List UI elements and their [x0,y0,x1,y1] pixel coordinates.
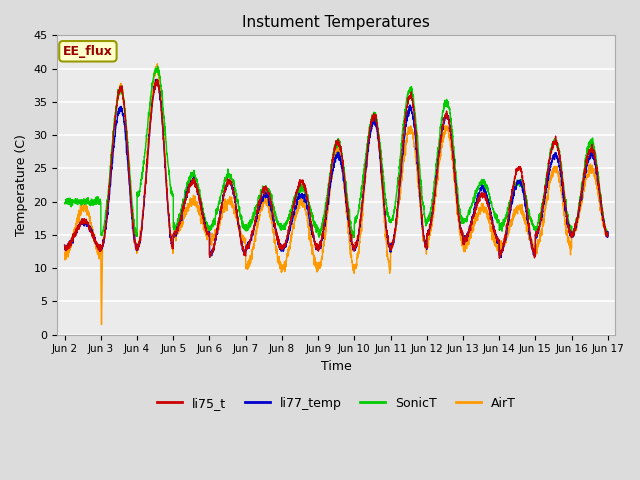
Y-axis label: Temperature (C): Temperature (C) [15,134,28,236]
X-axis label: Time: Time [321,360,351,373]
Text: EE_flux: EE_flux [63,45,113,58]
Legend: li75_t, li77_temp, SonicT, AirT: li75_t, li77_temp, SonicT, AirT [152,392,521,415]
Title: Instument Temperatures: Instument Temperatures [243,15,430,30]
